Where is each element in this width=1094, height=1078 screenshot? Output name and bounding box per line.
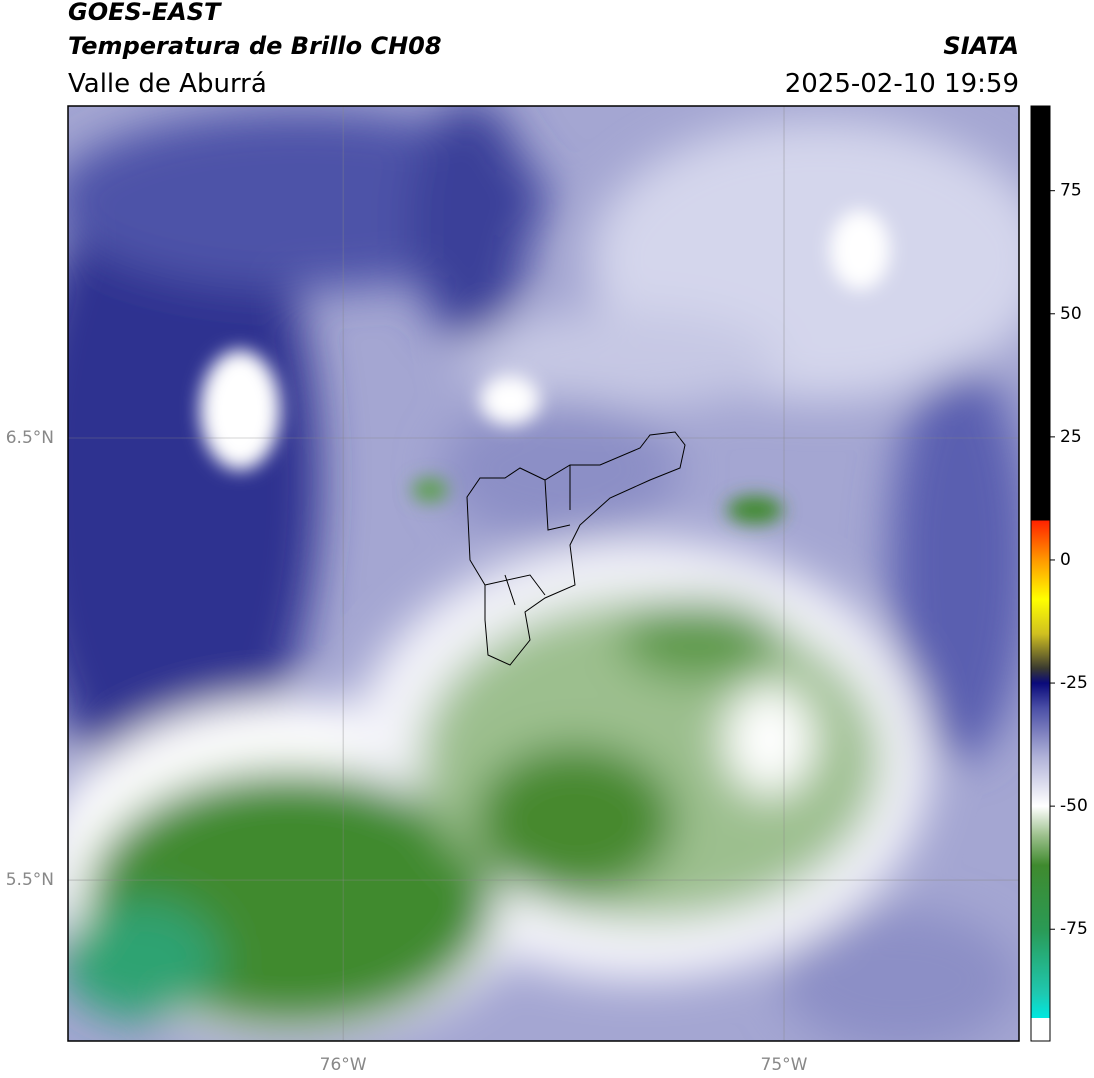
subtitle: Temperatura de Brillo CH08 [68,32,442,60]
datetime: 2025-02-10 19:59 [785,69,1019,99]
municipal-boundaries [466,431,686,666]
colorbar-tick-label: -75 [1060,919,1088,939]
map-frame [67,105,1020,1042]
lon-tick-label: 76°W [320,1055,367,1075]
region: Valle de Aburrá [68,69,267,99]
imagery [68,106,1019,1041]
colorbar-tick-label: -25 [1060,673,1088,693]
colorbar-tick-label: 25 [1060,427,1082,447]
colorbar-tick-label: 0 [1060,550,1071,570]
colorbar [1030,105,1051,1042]
colorbar-tick-label: 50 [1060,304,1082,324]
title: GOES-EAST [68,0,222,26]
colorbar-tick-label: 75 [1060,181,1082,201]
lat-tick-label: 5.5°N [6,870,54,890]
colorbar-tick-label: -50 [1060,796,1088,816]
source: SIATA [943,32,1019,60]
lon-tick-label: 75°W [761,1055,808,1075]
lat-tick-label: 6.5°N [6,428,54,448]
